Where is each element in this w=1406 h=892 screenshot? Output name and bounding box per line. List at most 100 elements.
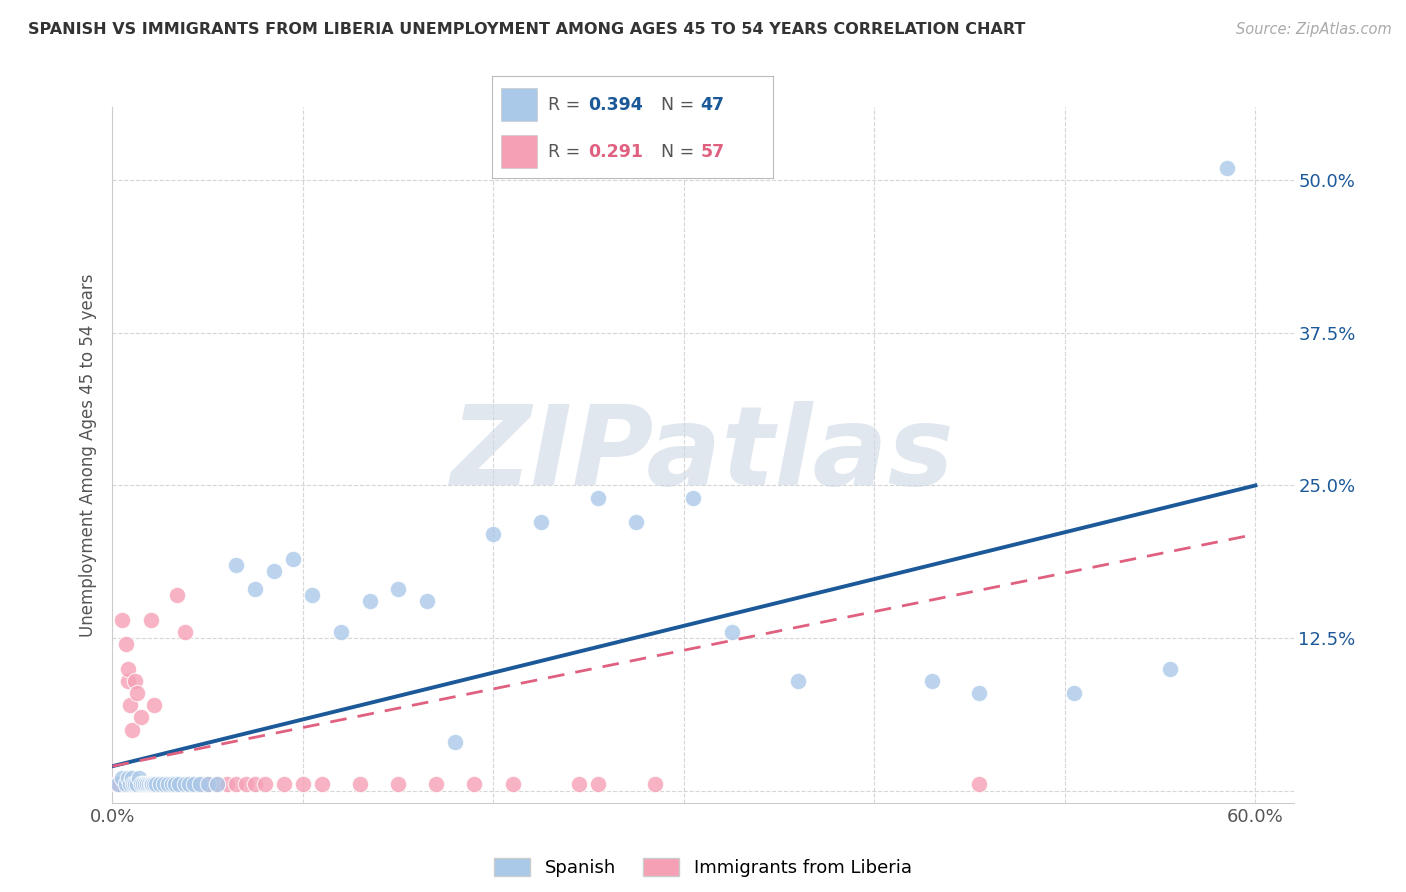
Point <box>141 777 163 791</box>
Point <box>967 686 990 700</box>
Point <box>128 777 150 791</box>
Point <box>207 777 229 791</box>
Point <box>301 588 323 602</box>
Point <box>159 777 181 791</box>
Point <box>114 637 136 651</box>
Point <box>235 777 257 791</box>
Point <box>153 777 176 791</box>
Point <box>114 777 136 791</box>
Point <box>245 582 267 597</box>
Point <box>129 777 152 791</box>
Point <box>127 777 149 791</box>
Point <box>129 777 152 791</box>
Point <box>141 777 163 791</box>
Text: R =: R = <box>548 143 581 161</box>
Point <box>143 698 166 713</box>
Point <box>263 564 285 578</box>
Point <box>118 777 141 791</box>
Point <box>177 777 200 791</box>
Point <box>387 582 409 597</box>
Point <box>425 777 447 791</box>
Point <box>108 777 131 791</box>
Point <box>127 777 149 791</box>
Point <box>1159 661 1181 675</box>
Text: ZIPatlas: ZIPatlas <box>451 401 955 508</box>
FancyBboxPatch shape <box>501 88 537 121</box>
Point <box>921 673 943 688</box>
Point <box>626 515 648 529</box>
Point <box>127 686 149 700</box>
Point <box>139 613 162 627</box>
Point <box>145 777 167 791</box>
Point <box>165 777 187 791</box>
Point <box>787 673 810 688</box>
Point <box>166 588 188 602</box>
Point <box>160 777 183 791</box>
Point <box>173 777 195 791</box>
Text: N =: N = <box>661 95 695 113</box>
Point <box>482 527 505 541</box>
Point <box>118 698 141 713</box>
Point <box>181 777 204 791</box>
Point <box>134 777 156 791</box>
Point <box>215 777 238 791</box>
Text: 47: 47 <box>700 95 724 113</box>
FancyBboxPatch shape <box>501 136 537 168</box>
Point <box>720 624 742 639</box>
Point <box>245 777 267 791</box>
Text: 0.394: 0.394 <box>588 95 643 113</box>
Text: SPANISH VS IMMIGRANTS FROM LIBERIA UNEMPLOYMENT AMONG AGES 45 TO 54 YEARS CORREL: SPANISH VS IMMIGRANTS FROM LIBERIA UNEMP… <box>28 22 1025 37</box>
Point <box>128 772 150 786</box>
Point <box>129 710 152 724</box>
Point <box>139 777 162 791</box>
Text: 57: 57 <box>700 143 724 161</box>
Point <box>311 777 333 791</box>
Point <box>107 777 129 791</box>
Point <box>122 777 145 791</box>
Point <box>150 777 173 791</box>
Point <box>967 777 990 791</box>
Point <box>349 777 371 791</box>
Point <box>132 777 155 791</box>
Point <box>1216 161 1239 175</box>
Point <box>138 777 160 791</box>
Point <box>682 491 704 505</box>
Point <box>330 624 353 639</box>
Point <box>187 777 209 791</box>
Point <box>444 735 467 749</box>
Point <box>132 777 155 791</box>
Text: R =: R = <box>548 95 581 113</box>
Point <box>107 777 129 791</box>
Point <box>117 772 139 786</box>
Point <box>416 594 439 608</box>
Point <box>135 777 157 791</box>
Text: Source: ZipAtlas.com: Source: ZipAtlas.com <box>1236 22 1392 37</box>
Point <box>124 777 146 791</box>
Point <box>167 777 190 791</box>
Point <box>121 772 143 786</box>
Point <box>193 777 215 791</box>
Point <box>530 515 553 529</box>
Point <box>253 777 276 791</box>
Point <box>225 777 247 791</box>
Point <box>135 777 157 791</box>
Point <box>112 777 135 791</box>
Point <box>105 777 128 791</box>
Point <box>188 777 211 791</box>
Text: N =: N = <box>661 143 695 161</box>
Point <box>183 777 205 791</box>
Point <box>173 624 195 639</box>
Point <box>291 777 314 791</box>
Point <box>155 777 177 791</box>
Point <box>111 772 134 786</box>
Point <box>283 551 305 566</box>
Point <box>117 673 139 688</box>
Point <box>273 777 295 791</box>
Point <box>197 777 219 791</box>
Point <box>644 777 666 791</box>
Point <box>463 777 485 791</box>
Point <box>387 777 409 791</box>
Point <box>122 777 145 791</box>
Point <box>359 594 381 608</box>
Point <box>145 777 167 791</box>
